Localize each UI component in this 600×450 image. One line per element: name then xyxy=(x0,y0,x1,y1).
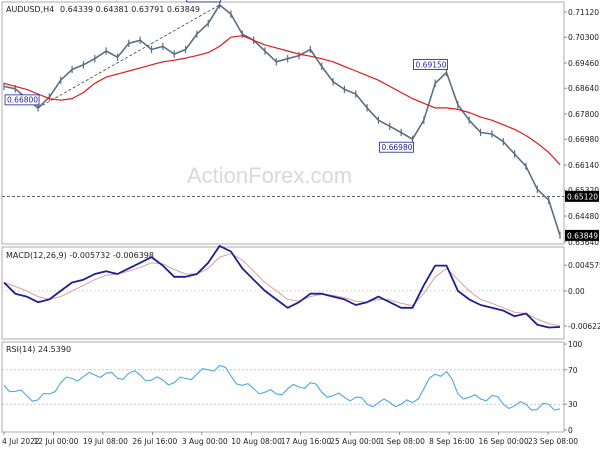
x-tick-label: 8 Sep 16:00 xyxy=(429,437,475,446)
macd-line xyxy=(3,244,561,329)
rsi-line xyxy=(3,364,561,411)
price-tick-label: 0.65320 xyxy=(568,186,599,195)
watermark: ActionForex.com xyxy=(187,163,352,188)
moving-average-line xyxy=(3,35,561,166)
x-tick-label: 17 Aug 16:00 xyxy=(281,437,332,446)
x-tick-label: 26 Jul 16:00 xyxy=(132,437,177,446)
price-annotation-label: 0.71350 xyxy=(189,0,220,2)
macd-signal-line xyxy=(3,253,561,327)
rsi-title: RSI(14) 24.5390 xyxy=(6,345,71,354)
price-annotation-box xyxy=(413,59,448,70)
x-tick-label: 25 Aug 00:00 xyxy=(330,437,381,446)
support-level-tag xyxy=(565,190,599,202)
price-pane-frame xyxy=(1,1,565,245)
x-tick-label: 16 Sep 00:00 xyxy=(479,437,529,446)
macd-title: MACD(12,26,9) -0.005732 -0.006398 xyxy=(6,251,154,260)
ohlc-label: 0.64339 0.64381 0.63791 0.63849 xyxy=(60,5,200,14)
price-series-line xyxy=(3,4,561,236)
price-tick-label: 0.68640 xyxy=(568,84,599,93)
price-tick-label: 0.71120 xyxy=(568,8,599,17)
macd-layer: 0.004575 0.00 -0.006223 xyxy=(2,244,600,331)
price-annotation-box xyxy=(186,0,221,3)
symbol-label: AUDUSD,H4 xyxy=(6,5,54,14)
price-tick-label: 0.69460 xyxy=(568,59,599,68)
price-tick-label: 0.67800 xyxy=(568,110,599,119)
price-tick-label: 0.70300 xyxy=(568,33,599,42)
price-annotation-label: 0.69150 xyxy=(416,60,447,69)
price-tick-label: 0.63640 xyxy=(568,238,599,247)
last-price-tag xyxy=(565,229,599,241)
rsi-pane-frame xyxy=(1,341,565,433)
rsi-tick-label: 0 xyxy=(568,426,573,435)
rsi-tick-label: 30 xyxy=(568,400,578,409)
price-tick-label: 0.64480 xyxy=(568,212,599,221)
rsi-tick-label: 70 xyxy=(568,366,578,375)
x-tick-label: 4 Jul 2022 xyxy=(2,437,40,446)
price-annotation-label: 0.66800 xyxy=(7,96,38,105)
macd-tick-label: 0.00 xyxy=(568,287,585,296)
rsi-layer: 100 70 30 0 xyxy=(2,340,583,435)
x-tick-label: 12 Jul 00:00 xyxy=(33,437,78,446)
macd-tick-label: -0.006223 xyxy=(568,322,600,331)
rsi-tick-label: 100 xyxy=(568,340,583,349)
macd-pane-frame xyxy=(1,246,565,340)
price-tick-label: 0.66980 xyxy=(568,135,599,144)
price-tick-label: 0.66140 xyxy=(568,161,599,170)
price-annotation-label: 0.66980 xyxy=(381,143,412,152)
x-tick-label: 23 Sep 08:00 xyxy=(528,437,578,446)
x-tick-label: 10 Aug 08:00 xyxy=(231,437,282,446)
price-layer: 0.71120 0.70300 0.69460 0.68640 0.67800 0.669… xyxy=(2,0,599,247)
x-tick-label: 19 Jul 08:00 xyxy=(83,437,128,446)
price-annotation-box xyxy=(379,141,414,153)
last-price-label: 0.63849 xyxy=(567,231,598,240)
macd-tick-label: 0.004575 xyxy=(568,261,600,270)
price-annotation-box xyxy=(4,94,40,106)
x-tick-label: 3 Aug 00:00 xyxy=(182,437,228,446)
support-level-label: 0.65120 xyxy=(567,192,598,201)
x-tick-label: 1 Sep 08:00 xyxy=(380,437,426,446)
